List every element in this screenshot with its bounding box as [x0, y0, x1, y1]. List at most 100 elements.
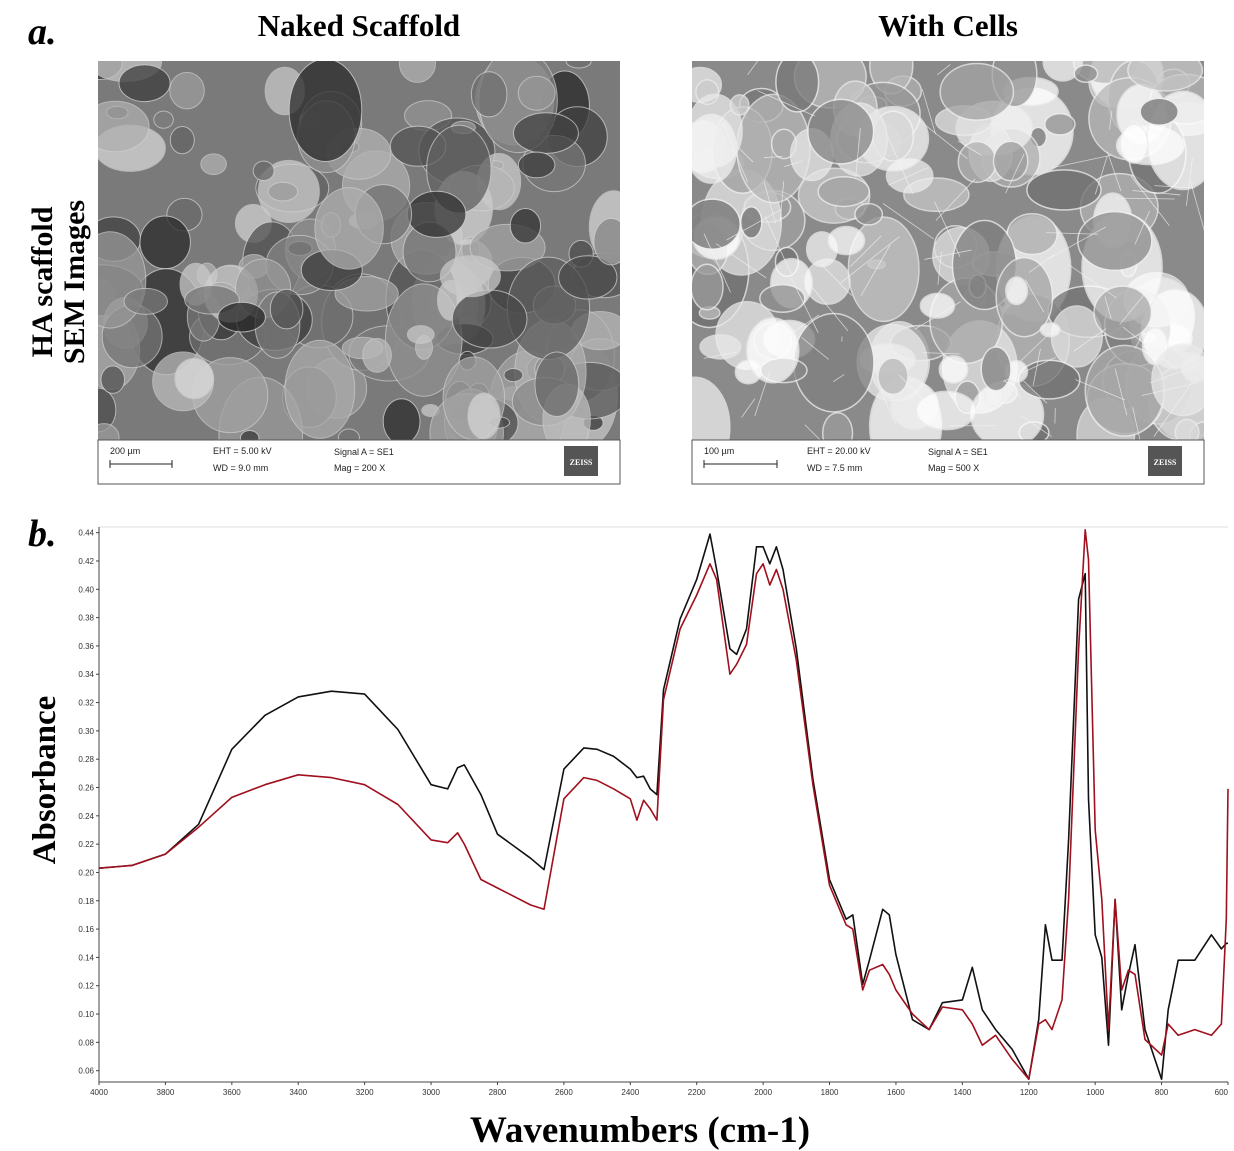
fiber: [1023, 380, 1048, 404]
sem-pore: [512, 112, 579, 154]
fiber: [703, 233, 731, 293]
fiber: [1005, 153, 1025, 194]
scale-bar-label: 100 µm: [704, 446, 734, 456]
fiber: [804, 424, 821, 440]
sem-pore: [123, 287, 168, 315]
mag: Mag = 200 X: [334, 463, 385, 473]
fiber: [855, 128, 861, 177]
y-tick-label: 0.22: [78, 840, 94, 849]
x-tick-label: 800: [1155, 1088, 1169, 1097]
fiber: [790, 277, 819, 334]
fiber: [882, 203, 934, 240]
fiber: [832, 374, 845, 383]
y-tick-label: 0.10: [78, 1010, 94, 1019]
x-tick-label: 2200: [688, 1088, 706, 1097]
image-title: Naked Scaffold: [258, 8, 460, 43]
fiber: [1127, 118, 1188, 146]
sem-pore: [169, 125, 195, 155]
sem-pore: [337, 428, 360, 440]
sem-pore: [1139, 97, 1179, 126]
fiber: [937, 64, 951, 76]
fiber: [934, 201, 961, 258]
fiber: [1020, 415, 1052, 437]
sem-pore: [98, 423, 120, 440]
x-tick-label: 3200: [356, 1088, 374, 1097]
fiber: [754, 371, 770, 417]
fiber: [1134, 319, 1151, 349]
fiber: [741, 398, 756, 418]
sem-pore: [759, 283, 806, 313]
y-tick-label: 0.28: [78, 755, 94, 764]
sem-pore: [139, 215, 191, 270]
fiber: [715, 243, 767, 279]
x-axis-title: Wavenumbers (cm-1): [470, 1110, 810, 1151]
sem-pore: [118, 64, 171, 103]
sem-pore: [1119, 123, 1149, 164]
spectrum-line: [98, 533, 1228, 1080]
brand-box: [564, 446, 598, 476]
sem-pore: [174, 357, 215, 400]
y-tick-label: 0.44: [78, 529, 94, 538]
x-tick-label: 600: [1215, 1088, 1229, 1097]
sem-pore: [217, 301, 266, 333]
fiber: [1073, 328, 1107, 352]
y-tick-label: 0.14: [78, 953, 94, 962]
fiber: [898, 374, 937, 413]
sem-pore: [1174, 418, 1200, 440]
fiber: [888, 167, 928, 186]
x-tick-label: 1000: [1086, 1088, 1104, 1097]
brand: ZEISS: [1154, 458, 1177, 467]
sem-pore: [558, 255, 618, 300]
fiber: [957, 140, 982, 156]
sem-pore: [509, 207, 542, 244]
sem-image: [98, 61, 620, 440]
info-bar: [97, 439, 621, 485]
x-tick-label: 4000: [90, 1088, 108, 1097]
eht: EHT = 20.00 kV: [807, 446, 871, 456]
sem-pore: [992, 140, 1029, 182]
sem-pore: [517, 151, 556, 179]
fiber: [1028, 253, 1055, 273]
y-tick-label: 0.42: [78, 557, 94, 566]
brand: ZEISS: [570, 458, 593, 467]
row-label-line: HA scaffold: [26, 206, 59, 357]
sem-pore: [1017, 359, 1081, 400]
sem-pore: [1042, 61, 1084, 82]
fiber: [1104, 296, 1112, 319]
x-tick-label: 2800: [489, 1088, 507, 1097]
sem-pore: [1093, 285, 1153, 340]
sem-pore: [692, 113, 738, 184]
sem-pore: [739, 205, 763, 239]
sem-pore: [593, 217, 620, 266]
fiber: [747, 61, 759, 76]
sem-pore: [269, 288, 304, 330]
sem-pore: [1043, 112, 1076, 136]
fiber: [935, 178, 976, 221]
fiber: [919, 120, 968, 159]
x-tick-label: 2400: [621, 1088, 639, 1097]
fiber: [924, 249, 972, 260]
fiber: [784, 160, 803, 168]
fiber: [1154, 185, 1195, 189]
sem-pore: [807, 98, 875, 165]
fiber: [1141, 382, 1199, 396]
fiber: [1047, 226, 1106, 260]
sem-pore: [915, 390, 977, 431]
row-label: HA scaffold SEM Images: [26, 200, 91, 364]
fiber: [937, 251, 942, 285]
sem-pore: [362, 337, 392, 373]
y-tick-label: 0.34: [78, 670, 94, 679]
fiber: [1094, 155, 1108, 195]
fiber: [860, 244, 891, 296]
fiber: [1046, 232, 1098, 235]
fiber: [763, 181, 777, 224]
sem-pore: [98, 100, 150, 153]
x-tick-label: 3400: [289, 1088, 307, 1097]
sem-pore: [439, 255, 501, 298]
y-tick-label: 0.40: [78, 585, 94, 594]
fiber: [764, 216, 792, 275]
sem-pore: [692, 376, 731, 440]
y-tick-label: 0.30: [78, 727, 94, 736]
sem-pore: [938, 355, 969, 384]
sem-pore: [827, 225, 866, 256]
